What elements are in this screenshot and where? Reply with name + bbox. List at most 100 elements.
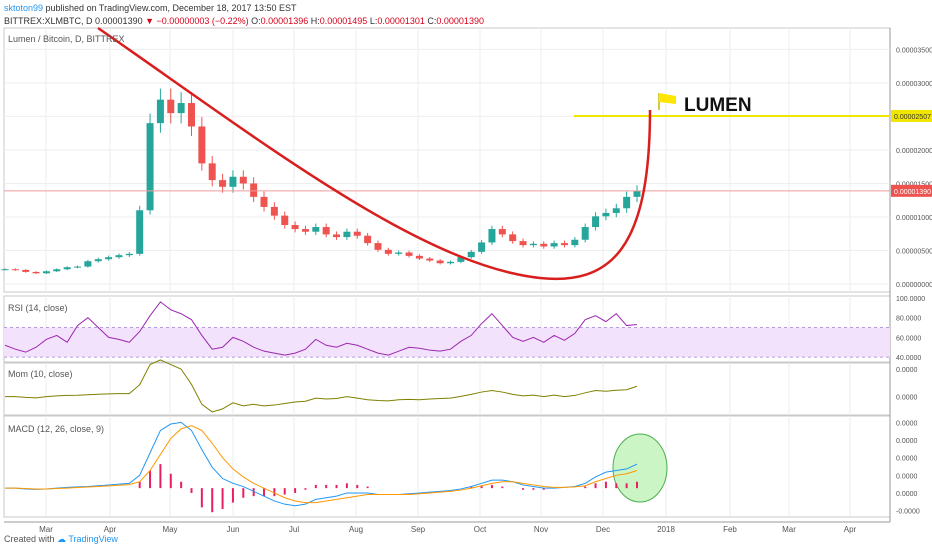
candle-body <box>633 190 641 197</box>
candle-body <box>156 99 164 124</box>
mom-pane-title: Mom (10, close) <box>8 369 73 379</box>
x-tick-label: Dec <box>596 525 610 534</box>
candle-body <box>353 231 361 236</box>
symbol-label: BITTREX:XLMBTC, D <box>4 16 93 26</box>
candle-body <box>447 261 455 264</box>
candle-body <box>281 215 289 226</box>
candle-body <box>260 196 268 207</box>
candle-body <box>74 266 82 268</box>
candle-body <box>343 231 351 238</box>
price-pane-title: Lumen / Bitcoin, D, BITTREX <box>8 34 125 44</box>
candle-body <box>270 206 278 216</box>
candle-body <box>239 176 247 184</box>
y-tick-label: 0.00000500 <box>896 248 932 255</box>
momentum-line <box>5 359 638 413</box>
candle-body <box>374 243 382 250</box>
candle-body <box>509 234 517 242</box>
macd-tick-label: 0.0000 <box>896 473 918 480</box>
candle-body <box>32 271 40 274</box>
macd-tick-label: 0.0000 <box>896 438 918 445</box>
candle-body <box>42 271 50 274</box>
created-with-text: Created with <box>4 534 55 544</box>
candle-body <box>301 229 309 232</box>
footer-credit: Created with ☁ TradingView <box>4 534 118 545</box>
candle-body <box>581 227 589 240</box>
macd-tick-label: 0.0000 <box>896 456 918 463</box>
down-arrow-icon: ▼ <box>145 16 155 26</box>
x-tick-label: Apr <box>844 525 857 534</box>
candle-body <box>219 180 227 187</box>
candle-body <box>592 216 600 228</box>
candle-body <box>457 257 465 262</box>
pane-frame <box>3 415 891 518</box>
publish-info: sktoton99 published on TradingView.com, … <box>4 2 297 15</box>
x-tick-label: Mar <box>782 525 796 534</box>
rsi-pane-title: RSI (14, close) <box>8 303 68 313</box>
high-label: H: <box>310 16 320 26</box>
rsi-tick-label: 100.0000 <box>896 296 925 303</box>
candle-body <box>612 208 620 213</box>
candle-body <box>571 239 579 246</box>
tradingview-link[interactable]: TradingView <box>68 534 118 544</box>
candle-body <box>177 103 185 114</box>
candle-body <box>322 227 330 235</box>
macd-pane-title: MACD (12, 26, close, 9) <box>8 424 105 434</box>
candle-body <box>125 253 133 256</box>
candle-body <box>488 229 496 243</box>
candle-body <box>1 269 9 271</box>
x-tick-label: Aug <box>349 525 363 534</box>
candle-body <box>63 267 71 270</box>
candle-body <box>105 257 113 260</box>
candle-body <box>405 252 413 256</box>
publish-text: published on TradingView.com, December 1… <box>43 3 297 13</box>
x-tick-label: Oct <box>474 525 487 534</box>
candle-body <box>187 103 195 127</box>
close-value: 0.00001390 <box>436 16 484 26</box>
candle-body <box>436 260 444 264</box>
candle-body <box>478 242 486 252</box>
macd-tick-label: 0.0000 <box>896 420 918 427</box>
flag-icon <box>659 93 676 104</box>
low-value: 0.00001301 <box>377 16 425 26</box>
y-tick-label: 0.00000000 <box>896 282 932 289</box>
low-label: L: <box>369 16 378 26</box>
rounded-bottom-arc <box>97 26 652 281</box>
highlight-circle <box>612 433 668 503</box>
open-value: 0.00001396 <box>260 16 309 26</box>
candle-body <box>426 258 434 261</box>
candle-body <box>146 123 154 211</box>
candle-body <box>53 269 61 272</box>
candle-body <box>395 252 403 254</box>
author-link[interactable]: sktoton99 <box>4 3 44 13</box>
x-tick-label: Mar <box>39 525 53 534</box>
high-value: 0.00001495 <box>319 16 368 26</box>
x-tick-label: Sep <box>411 525 426 534</box>
mom-tick-label: 0.0000 <box>896 367 918 374</box>
x-tick-label: Jul <box>289 525 299 534</box>
macd-tick-label: -0.0000 <box>896 509 920 516</box>
candle-body <box>415 255 423 259</box>
candle-body <box>11 269 19 271</box>
target-price-label: 0.00002507 <box>894 114 931 121</box>
candle-body <box>333 234 341 238</box>
last-price-badge <box>891 184 932 197</box>
mom-tick-label: 0.0000 <box>896 395 918 402</box>
x-tick-label: 2018 <box>657 525 675 534</box>
macd-line <box>5 421 638 507</box>
candle-body <box>84 261 92 267</box>
target-badge <box>891 109 932 122</box>
candle-body <box>312 227 320 232</box>
candle-body <box>519 241 527 246</box>
candle-body <box>94 259 102 262</box>
y-tick-label: 0.00001000 <box>896 215 932 222</box>
rsi-tick-label: 40.0000 <box>896 355 921 362</box>
candle-body <box>602 212 610 217</box>
tradingview-logo-icon: ☁ <box>57 534 67 544</box>
rsi-tick-label: 80.0000 <box>896 316 921 323</box>
rsi-band <box>4 327 890 358</box>
x-tick-label: May <box>162 525 177 534</box>
x-tick-label: Jun <box>227 525 240 534</box>
candle-body <box>540 243 548 247</box>
open-label: O: <box>251 16 261 26</box>
